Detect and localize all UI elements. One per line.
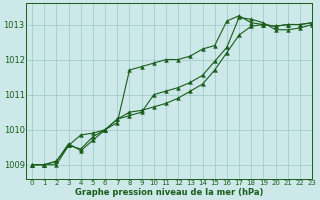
X-axis label: Graphe pression niveau de la mer (hPa): Graphe pression niveau de la mer (hPa) bbox=[75, 188, 263, 197]
